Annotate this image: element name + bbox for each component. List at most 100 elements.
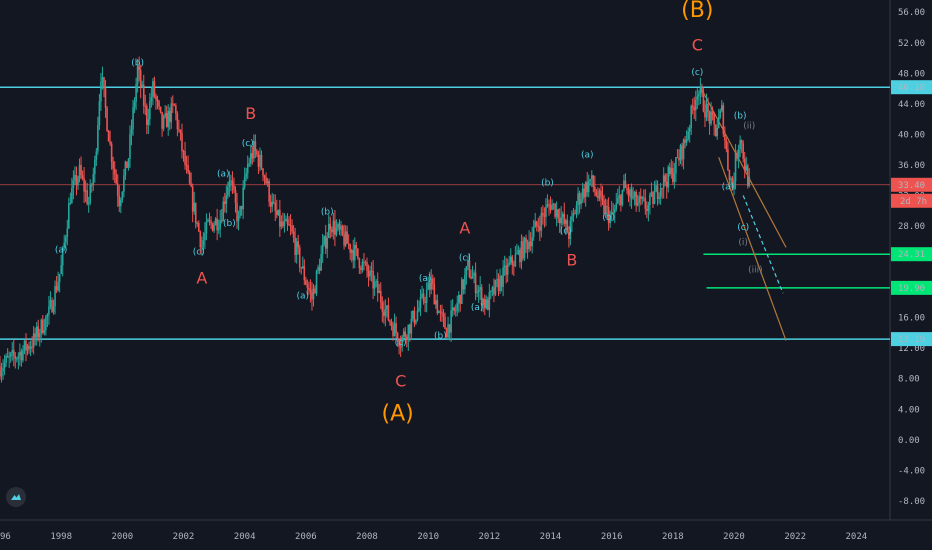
wave-label[interactable]: (a) [217,169,230,179]
price-candle-body [158,101,160,107]
countdown-tag [891,193,932,208]
price-candle-body [685,139,688,143]
price-candle-body [624,180,627,188]
price-candle-body [454,310,457,312]
wave-label[interactable]: (a) [581,150,594,160]
price-candle-body [240,206,243,210]
price-candle-body [124,161,127,176]
price-candle-body [649,194,651,206]
wave-label[interactable]: (c) [691,68,703,78]
price-candle-body [529,241,532,247]
price-candle-body [722,105,725,135]
price-candle-body [249,153,252,164]
x-tick-label: 2014 [540,532,562,542]
wave-label[interactable]: (b) [223,219,236,229]
wave-label[interactable]: (c) [193,247,205,257]
price-candle-body [194,202,197,224]
price-candle-body [457,295,460,303]
price-candle-body [601,196,604,201]
price-candle-body [164,113,166,117]
price-candle-body [733,181,735,190]
price-candle-body [216,218,218,231]
wave-label[interactable]: (b) [321,208,334,218]
wave-label[interactable]: (A) [381,402,413,427]
price-tag-24.31[interactable] [891,247,932,262]
wave-label[interactable]: (a) [471,303,484,313]
channel-line-1[interactable] [718,157,787,341]
price-candle-body [574,213,576,215]
price-candle-body [395,323,397,334]
wave-label[interactable]: (B) [681,0,713,23]
wave-label[interactable]: (c) [560,227,572,237]
price-candle-body [0,366,1,377]
channel-line-0[interactable] [699,86,787,248]
price-tag-19.90[interactable] [891,280,932,295]
wave-label[interactable]: (a) [55,246,68,256]
wave-label[interactable]: (b) [434,331,447,341]
wave-label[interactable]: A [196,268,207,287]
wave-label[interactable]: (b) [734,111,747,121]
price-candle-body [54,286,56,307]
price-candle-body [730,178,732,181]
wave-label[interactable]: (b) [602,213,615,223]
price-tag-label: 13.19 [898,335,925,345]
wave-label[interactable]: (b) [541,179,554,189]
price-candle-body [317,267,319,271]
price-candle-body [167,111,170,128]
price-candle-body [552,203,555,205]
wave-label[interactable]: (c) [737,223,749,233]
price-candle-body [352,250,355,261]
wave-label[interactable]: (i) [738,238,748,248]
price-candle-body [471,276,474,279]
tradingview-logo[interactable] [6,487,26,507]
price-candle-body [516,253,518,255]
y-tick-label: 8.00 [898,375,920,385]
price-tag-46.18[interactable] [891,80,932,95]
wave-label[interactable]: (b) [131,59,144,69]
wave-label[interactable]: (c) [459,253,471,263]
wave-label[interactable]: (iii) [748,266,763,276]
price-candle-body [468,260,471,278]
price-candle-body [477,289,480,292]
wave-label[interactable]: C [692,35,703,54]
price-candle-body [566,220,569,233]
price-candle-body [95,151,98,160]
price-candle-body [421,293,423,297]
price-candle-body [283,221,286,226]
price-candle-body [193,202,196,212]
wave-label[interactable]: (c) [242,139,254,149]
wave-label[interactable]: (a) [419,274,432,284]
price-candle-body [746,165,749,186]
wave-label[interactable]: (c) [395,338,407,348]
price-candle-body [627,190,630,197]
price-candle-body [629,189,631,197]
price-candle-body [191,186,194,212]
price-candle-body [714,124,717,137]
price-candle-body [138,66,140,71]
price-candle-body [720,105,723,111]
price-tag-13.19[interactable] [891,332,932,347]
price-candle-body [549,204,552,210]
price-candle-body [112,162,114,169]
price-candle-body [623,180,625,190]
wave-label[interactable]: B [245,104,256,123]
channel-line-2[interactable] [742,195,784,294]
wave-label[interactable]: C [395,371,406,390]
wave-label[interactable]: A [459,219,470,238]
price-candle-body [228,181,231,188]
wave-label[interactable]: B [566,251,577,270]
price-tag-33.40[interactable] [891,177,932,192]
price-candle-body [331,229,333,233]
price-candle-body [97,125,99,152]
price-candle-body [617,198,619,204]
price-candle-body [546,204,549,207]
price-candle-body [621,189,624,206]
wave-label[interactable]: (ii) [743,121,755,131]
wave-label[interactable]: (a) [297,292,310,302]
price-tag-label: 24.31 [898,250,925,260]
price-candle-body [701,87,703,93]
price-candle-body [461,279,463,304]
wave-label[interactable]: (a) [722,182,735,192]
price-candle-body [433,283,436,305]
